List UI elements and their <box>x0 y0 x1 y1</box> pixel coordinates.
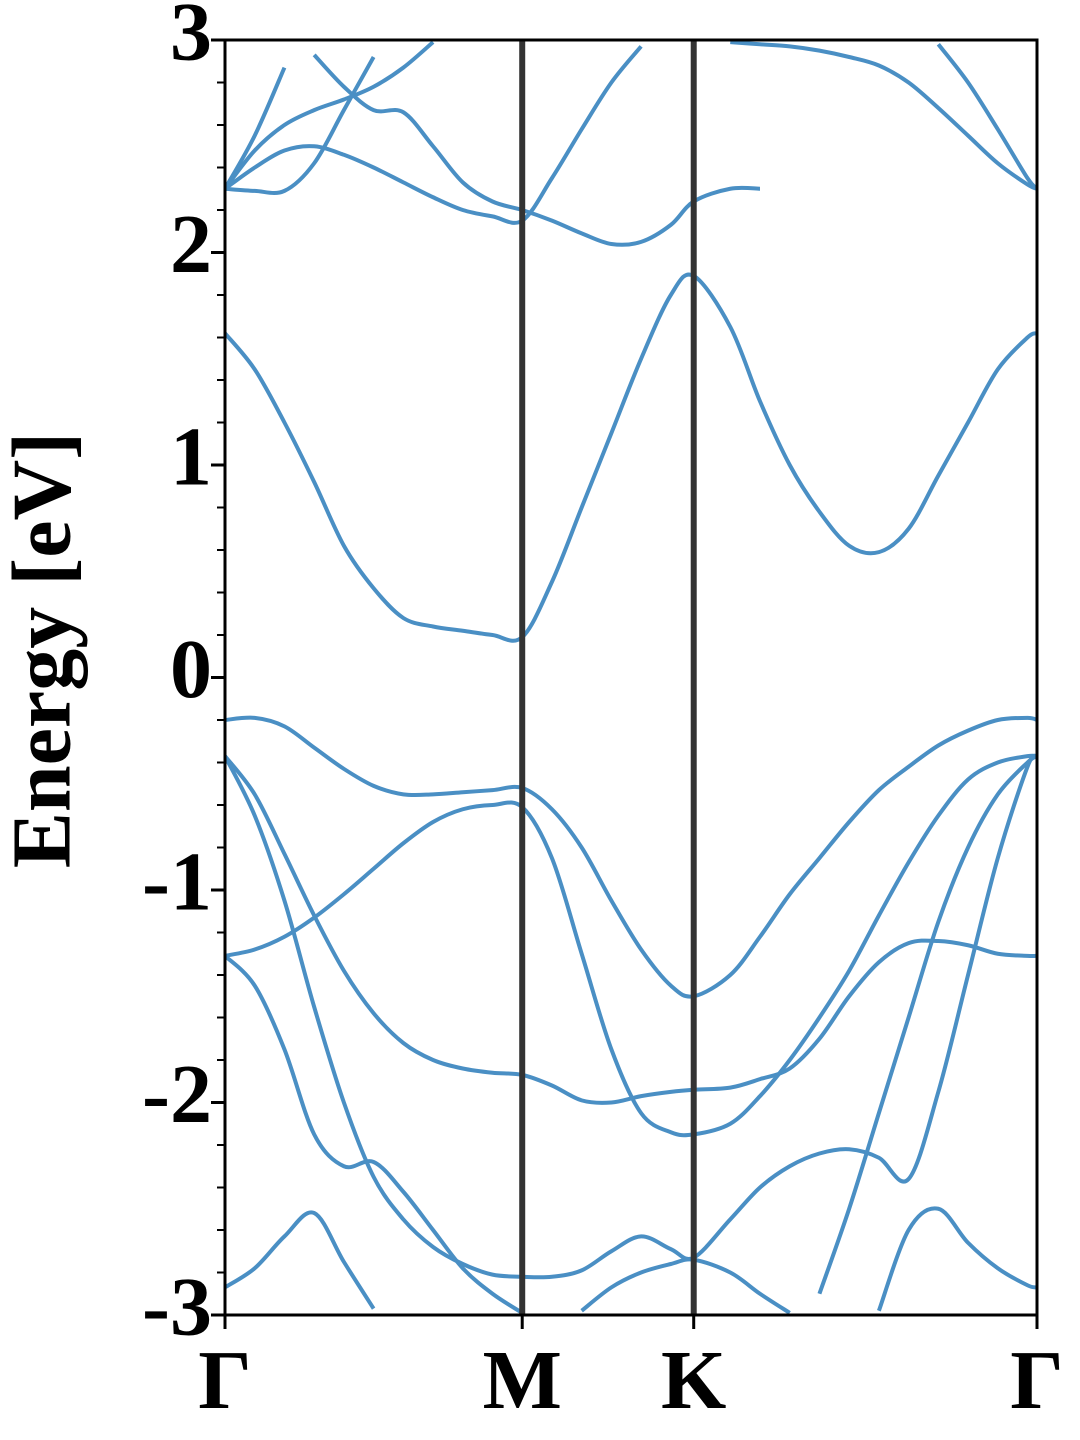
y-tick-label: 2 <box>170 198 212 291</box>
band-line <box>225 754 1037 1105</box>
band-line <box>312 53 761 247</box>
band-line <box>225 753 1037 1138</box>
band-line <box>225 715 1037 999</box>
y-tick-label: -3 <box>142 1260 212 1353</box>
x-tick-label: K <box>661 1334 726 1427</box>
band-line <box>817 754 1037 1295</box>
y-tick-label: 3 <box>170 0 212 78</box>
bands <box>225 40 1037 1315</box>
band-line <box>877 1206 1037 1312</box>
band-line <box>225 56 376 195</box>
y-tick-label: -1 <box>142 835 212 928</box>
x-tick-label: Γ <box>1010 1334 1063 1427</box>
y-tick-label: -2 <box>142 1048 212 1141</box>
y-tick-label: 0 <box>170 623 212 716</box>
band-line <box>225 954 791 1315</box>
band-line <box>225 66 287 190</box>
band-line <box>225 40 435 190</box>
y-axis-label: Energy [eV] <box>0 432 88 868</box>
x-tick-label: M <box>483 1334 562 1427</box>
band-line <box>225 45 643 225</box>
band-line <box>730 40 1037 191</box>
band-line <box>225 753 1037 1280</box>
plot-frame <box>223 38 1039 1317</box>
band-line <box>225 1210 376 1310</box>
band-line <box>225 272 1037 643</box>
band-line <box>936 43 1037 191</box>
x-tick-label: Γ <box>198 1334 251 1427</box>
y-tick-label: 1 <box>170 410 212 503</box>
